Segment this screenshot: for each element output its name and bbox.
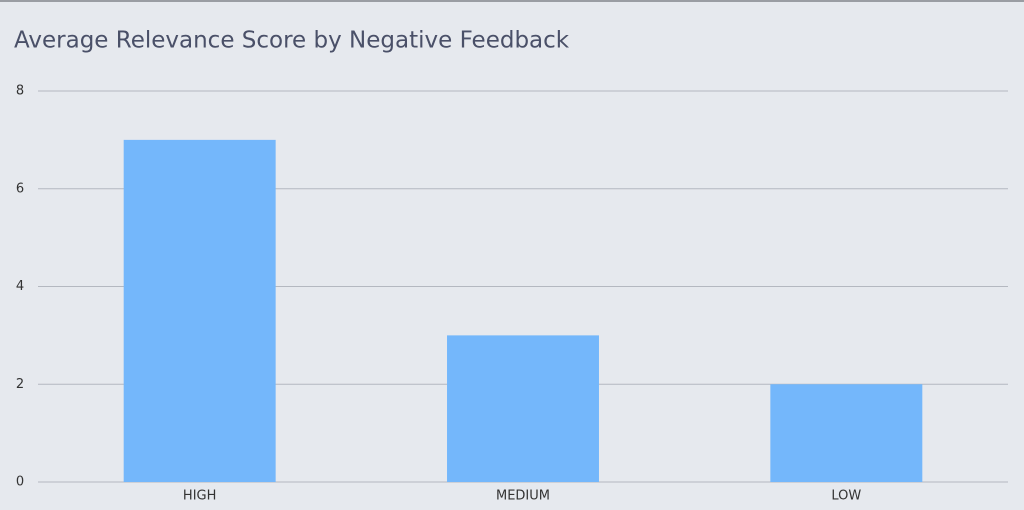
x-tick-label: LOW xyxy=(831,489,861,504)
y-tick-label: 0 xyxy=(16,475,24,490)
bar xyxy=(770,384,923,482)
bar xyxy=(447,335,599,482)
x-tick-label: HIGH xyxy=(183,489,216,504)
y-tick-label: 6 xyxy=(16,181,24,196)
y-tick-label: 4 xyxy=(16,279,24,294)
chart-title: Average Relevance Score by Negative Feed… xyxy=(14,28,570,54)
x-tick-label: MEDIUM xyxy=(496,489,550,504)
y-tick-label: 8 xyxy=(16,84,24,99)
bar xyxy=(123,139,276,482)
y-tick-label: 2 xyxy=(16,377,24,392)
